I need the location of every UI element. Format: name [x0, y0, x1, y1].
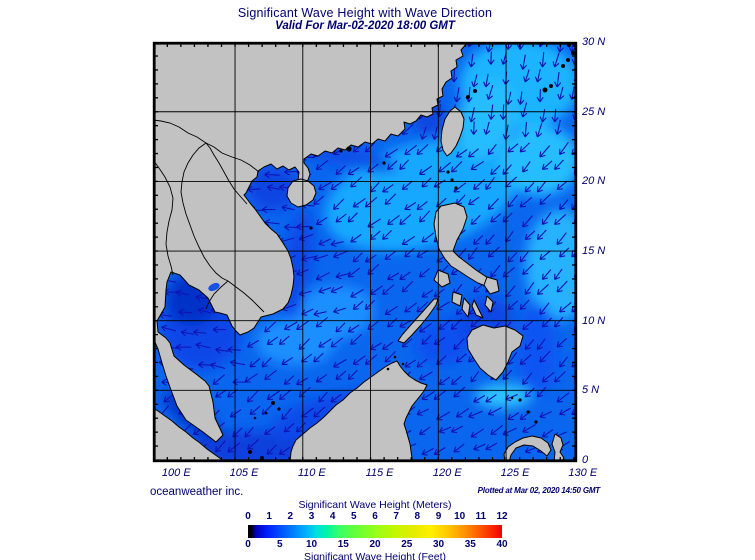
colorbar-title-meters: Significant Wave Height (Meters): [298, 499, 452, 511]
land-taiwan: [440, 106, 465, 157]
colorbar-feet-tick: 30: [432, 539, 445, 550]
lat-label: 0: [582, 454, 589, 466]
colorbar-feet-tick: 15: [337, 539, 349, 550]
land-leyte: [484, 295, 494, 313]
brand-text: oceanweather inc.: [150, 486, 244, 498]
colorbar-meters-tick: 2: [287, 511, 294, 522]
map-frame: [152, 41, 578, 463]
land-panay: [451, 291, 463, 307]
colorbar-meters-tick: 12: [496, 511, 508, 522]
lat-label: 15 N: [582, 245, 606, 258]
lon-label: 115 E: [365, 467, 394, 479]
land-hainan: [286, 178, 317, 208]
colorbar-meters-tick: 11: [475, 511, 487, 522]
page-title: Significant Wave Height with Wave Direct…: [237, 6, 493, 20]
land-negros: [461, 297, 471, 318]
land-cebu-bohol: [471, 299, 484, 319]
wave-region-scs-central-2: [256, 317, 337, 366]
colorbar-title-feet: Significant Wave Height (Feet): [303, 551, 446, 560]
colorbar-gradient: [248, 525, 502, 538]
colorbar-meters-tick: 7: [393, 511, 399, 522]
colorbar-meters-tick: 5: [351, 511, 357, 522]
colorbar-meters-tick: 10: [454, 511, 466, 522]
lat-label: 20 N: [582, 175, 606, 188]
lake-tonle-sap: [208, 282, 220, 292]
lon-label: 120 E: [432, 467, 462, 479]
colorbar-meters-tick: 0: [245, 511, 251, 522]
lon-label: 105 E: [229, 467, 259, 479]
wave-region-philippine-sea-east: [525, 209, 577, 320]
colorbar-feet-tick: 40: [496, 539, 508, 550]
valid-time-subtitle: Valid For Mar-02-2020 18:00 GMT: [275, 20, 455, 32]
land-sulawesi: [503, 435, 552, 462]
lat-label: 10 N: [582, 314, 606, 327]
colorbar-feet-tick: 20: [369, 539, 381, 550]
lat-label: 30 N: [582, 36, 606, 49]
land-samar: [483, 276, 500, 295]
graticule-grid: [153, 42, 577, 462]
lon-label: 100 E: [161, 467, 191, 479]
colorbar-feet-tick: 10: [305, 539, 318, 550]
land-asia-mainland: [153, 42, 469, 443]
lat-label: 5 N: [582, 384, 600, 397]
colorbar-feet-tick: 25: [401, 539, 413, 550]
lon-label: 125 E: [500, 467, 530, 479]
colorbar-meters-tick: 6: [372, 511, 378, 522]
land-borneo: [289, 360, 428, 462]
wave-region-ryukyu-southeast: [499, 125, 577, 196]
colorbar-feet-tick: 0: [245, 539, 251, 550]
plotted-timestamp: Plotted at Mar 02, 2020 14:50 GMT: [477, 486, 601, 495]
land-mindanao: [466, 324, 524, 381]
colorbar-feet-tick: 35: [464, 539, 476, 550]
lon-label: 130 E: [568, 467, 598, 479]
colorbar-meters-tick: 1: [266, 511, 272, 522]
colorbar-meters-tick: 8: [414, 511, 421, 522]
wave-region-sulu-sea: [415, 318, 475, 365]
colorbar-meters-tick: 4: [329, 511, 336, 522]
lat-label: 25 N: [582, 105, 606, 118]
lon-label: 110 E: [297, 467, 326, 479]
colorbar-feet-tick: 5: [276, 539, 283, 550]
land-masses: [153, 42, 565, 462]
small-islands: [248, 43, 575, 460]
colorbar-meters-tick: 9: [435, 511, 442, 522]
colorbar-meters-tick: 3: [308, 511, 315, 522]
